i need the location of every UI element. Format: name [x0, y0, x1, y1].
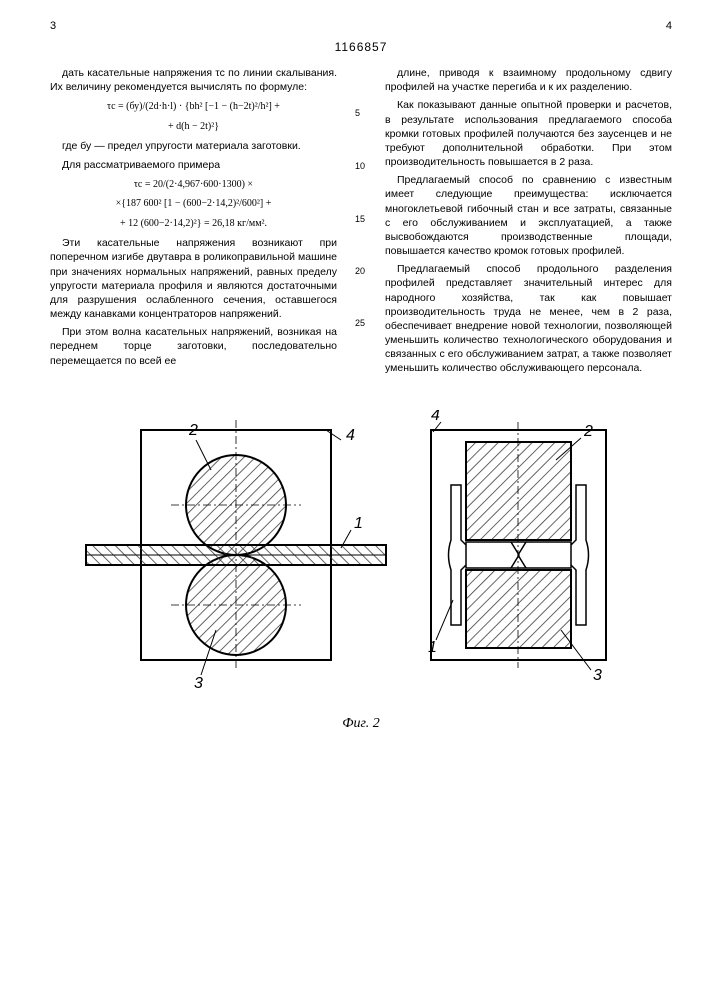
para: где бу — предел упругости материала заго…: [50, 139, 337, 153]
svg-text:2: 2: [188, 422, 198, 439]
para: Эти касательные напряжения возникают при…: [50, 236, 337, 321]
formula: τс = 20/(2·4,967·600·1300) ×: [50, 178, 337, 192]
patent-page: 3 4 1166857 дать касательные напряжения …: [0, 0, 707, 1000]
svg-text:3: 3: [194, 675, 203, 692]
para: Для рассматриваемого примера: [50, 158, 337, 172]
patent-number: 1166857: [50, 40, 672, 54]
para: длине, приводя к взаимному продольному с…: [385, 66, 672, 94]
formula: ×{187 600² [1 − (600−2·14,2)²/600²] +: [50, 197, 337, 211]
svg-text:1: 1: [354, 515, 363, 532]
para: Предлагаемый способ продольного разделен…: [385, 262, 672, 375]
line-marker: 25: [355, 318, 365, 328]
para: Как показывают данные опытной проверки и…: [385, 98, 672, 169]
line-marker: 20: [355, 266, 365, 276]
figure-area: 2 4 1 3: [50, 410, 672, 710]
svg-text:3: 3: [593, 667, 602, 684]
page-num-left: 3: [50, 20, 56, 32]
svg-text:4: 4: [346, 427, 355, 444]
header-row: 3 4: [50, 20, 672, 32]
para: дать касательные напряжения τс по линии …: [50, 66, 337, 94]
formula: + 12 (600−2·14,2)²} = 26,18 кг/мм².: [50, 217, 337, 231]
para: При этом волна касательных напряжений, в…: [50, 325, 337, 368]
right-column: длине, приводя к взаимному продольному с…: [385, 66, 672, 380]
text-columns: дать касательные напряжения τс по линии …: [50, 66, 672, 380]
line-marker: 5: [355, 108, 360, 118]
line-marker: 15: [355, 214, 365, 224]
page-num-right: 4: [666, 20, 672, 32]
figure-2-svg: 2 4 1 3: [81, 410, 641, 710]
left-column: дать касательные напряжения τс по линии …: [50, 66, 337, 380]
figure-caption: Фиг. 2: [50, 716, 672, 732]
svg-text:4: 4: [431, 410, 440, 424]
line-marker-gutter: 5 10 15 20 25: [355, 66, 367, 380]
svg-text:1: 1: [428, 639, 437, 656]
formula: τс = (бу)/(2d·h·l) · {bh² [−1 − (h−2t)²/…: [50, 100, 337, 114]
line-marker: 10: [355, 161, 365, 171]
formula: + d(h − 2t)²}: [50, 120, 337, 134]
svg-text:2: 2: [583, 423, 593, 440]
para: Предлагаемый способ по сравнению с извес…: [385, 173, 672, 258]
